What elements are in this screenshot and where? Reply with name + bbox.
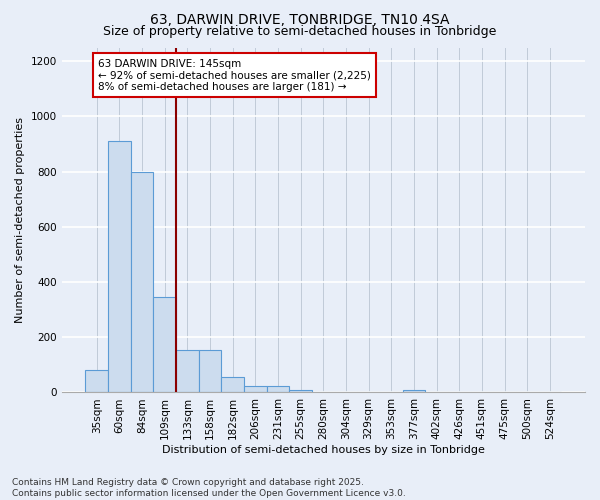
Bar bbox=[266, 386, 289, 392]
Text: 63 DARWIN DRIVE: 145sqm
← 92% of semi-detached houses are smaller (2,225)
8% of : 63 DARWIN DRIVE: 145sqm ← 92% of semi-de… bbox=[98, 58, 371, 92]
Bar bbox=[108, 142, 131, 392]
Text: Contains HM Land Registry data © Crown copyright and database right 2025.
Contai: Contains HM Land Registry data © Crown c… bbox=[12, 478, 406, 498]
Bar bbox=[154, 297, 176, 392]
Bar bbox=[131, 172, 154, 392]
Y-axis label: Number of semi-detached properties: Number of semi-detached properties bbox=[15, 117, 25, 323]
Text: Size of property relative to semi-detached houses in Tonbridge: Size of property relative to semi-detach… bbox=[103, 25, 497, 38]
Bar bbox=[176, 350, 199, 393]
Bar bbox=[403, 390, 425, 392]
Bar bbox=[199, 350, 221, 393]
Text: 63, DARWIN DRIVE, TONBRIDGE, TN10 4SA: 63, DARWIN DRIVE, TONBRIDGE, TN10 4SA bbox=[150, 12, 450, 26]
X-axis label: Distribution of semi-detached houses by size in Tonbridge: Distribution of semi-detached houses by … bbox=[162, 445, 485, 455]
Bar bbox=[289, 390, 312, 392]
Bar bbox=[221, 378, 244, 392]
Bar bbox=[85, 370, 108, 392]
Bar bbox=[244, 386, 266, 392]
